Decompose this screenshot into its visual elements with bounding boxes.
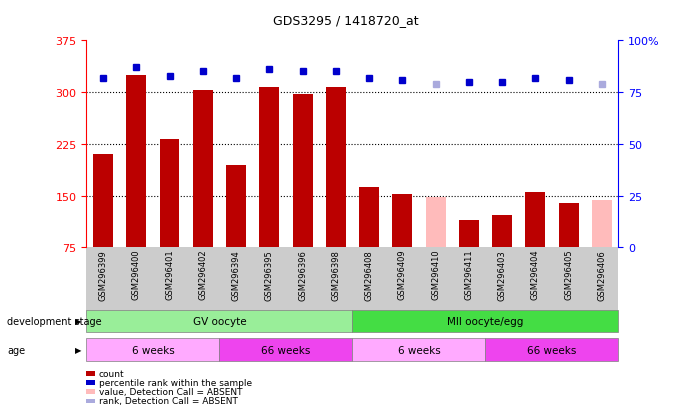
Text: percentile rank within the sample: percentile rank within the sample <box>99 378 252 387</box>
Text: ▶: ▶ <box>75 346 82 354</box>
Bar <box>160 140 180 248</box>
Text: 66 weeks: 66 weeks <box>527 345 576 355</box>
Text: 6 weeks: 6 weeks <box>131 345 174 355</box>
Text: MII oocyte/egg: MII oocyte/egg <box>447 316 524 326</box>
Text: 66 weeks: 66 weeks <box>261 345 310 355</box>
Bar <box>292 95 312 248</box>
Bar <box>326 88 346 248</box>
Bar <box>193 91 213 248</box>
Text: age: age <box>7 345 25 355</box>
Bar <box>492 216 512 248</box>
Text: development stage: development stage <box>7 316 102 326</box>
Text: rank, Detection Call = ABSENT: rank, Detection Call = ABSENT <box>99 396 238 405</box>
Bar <box>226 165 246 248</box>
Text: count: count <box>99 369 124 378</box>
Bar <box>359 187 379 248</box>
Text: GV oocyte: GV oocyte <box>193 316 246 326</box>
Bar <box>459 220 479 248</box>
Bar <box>591 201 612 248</box>
Text: ▶: ▶ <box>75 317 82 325</box>
Bar <box>558 203 578 248</box>
Bar <box>525 193 545 248</box>
Bar <box>392 195 413 248</box>
Text: 6 weeks: 6 weeks <box>397 345 440 355</box>
Text: value, Detection Call = ABSENT: value, Detection Call = ABSENT <box>99 387 243 396</box>
Bar <box>426 197 446 248</box>
Bar <box>259 88 279 248</box>
Bar <box>126 76 146 248</box>
Bar <box>93 155 113 248</box>
Text: GDS3295 / 1418720_at: GDS3295 / 1418720_at <box>273 14 418 27</box>
